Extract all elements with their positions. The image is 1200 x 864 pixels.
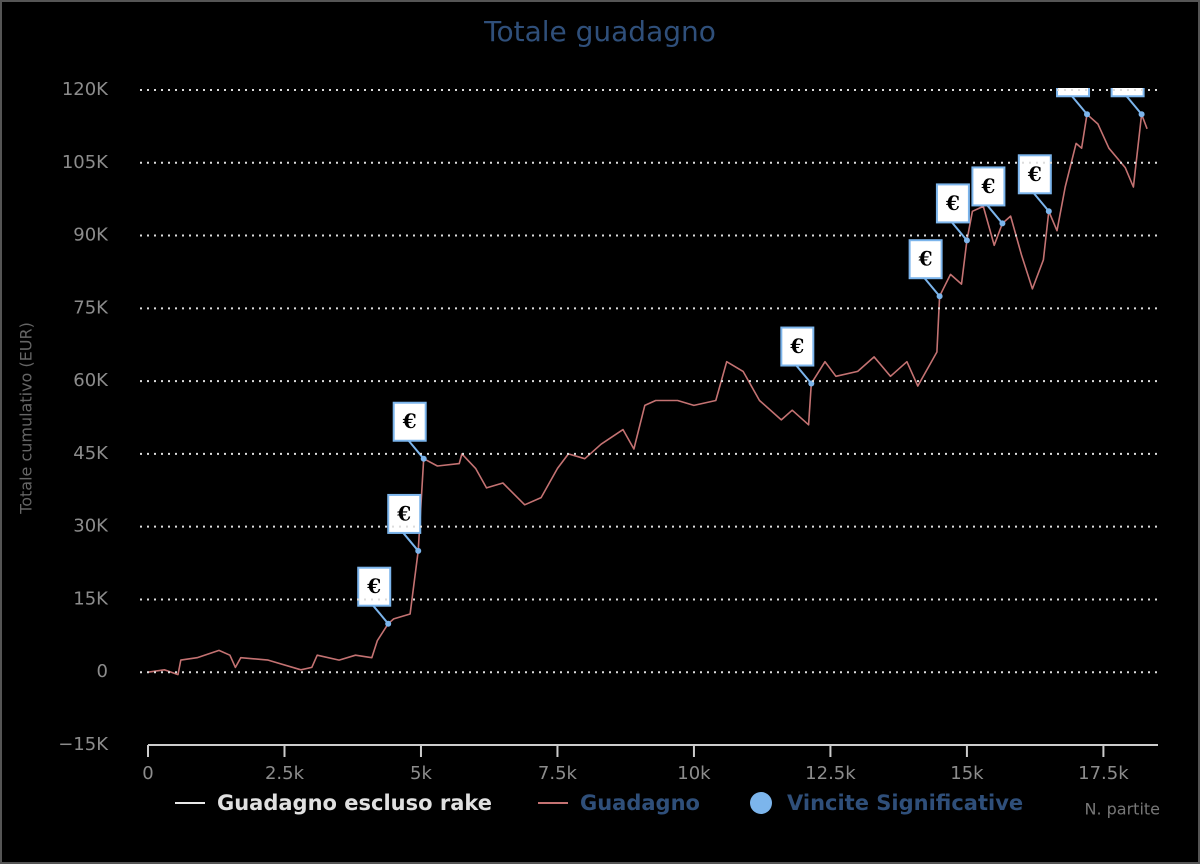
flag bbox=[357, 566, 392, 607]
y-tick-label: 105K bbox=[62, 152, 109, 173]
flag-label: € bbox=[789, 334, 804, 358]
flag-connector bbox=[1033, 192, 1050, 212]
legend-symbol bbox=[750, 792, 772, 814]
x-tick-label: 15k bbox=[950, 763, 984, 784]
flag bbox=[1056, 88, 1091, 98]
legend-label: Guadagno escluso rake bbox=[217, 791, 492, 815]
flag-label: € bbox=[1027, 162, 1042, 186]
flag bbox=[908, 239, 943, 280]
y-tick-label: 60K bbox=[73, 370, 109, 391]
flag-connector bbox=[402, 532, 420, 552]
flag bbox=[392, 401, 427, 442]
flag-label: € bbox=[945, 191, 960, 215]
win-marker bbox=[1084, 111, 1091, 118]
win-marker bbox=[420, 455, 427, 462]
flag-connector bbox=[986, 204, 1004, 225]
legend-label: Guadagno bbox=[580, 791, 700, 815]
flag-connector bbox=[951, 221, 968, 242]
y-tick-label: 75K bbox=[73, 297, 109, 318]
x-axis-title: N. partite bbox=[1084, 800, 1160, 819]
flag-connector bbox=[1125, 95, 1143, 115]
flag-label: € bbox=[402, 409, 417, 433]
win-marker bbox=[936, 293, 943, 300]
x-tick-label: 2.5k bbox=[265, 763, 305, 784]
x-tick-label: 10k bbox=[677, 763, 711, 784]
flag-label: € bbox=[1120, 65, 1135, 89]
flag-label: € bbox=[366, 574, 381, 598]
flag-label: € bbox=[980, 174, 995, 198]
y-tick-label: 90K bbox=[73, 225, 109, 246]
win-marker bbox=[999, 220, 1006, 227]
x-tick-label: 5k bbox=[410, 763, 432, 784]
x-tick-label: 0 bbox=[142, 763, 153, 784]
flag-label: € bbox=[918, 247, 933, 271]
y-tick-label: 45K bbox=[73, 443, 109, 464]
x-tick-label: 17.5k bbox=[1078, 763, 1129, 784]
flag bbox=[780, 326, 815, 367]
flag-connector bbox=[1071, 95, 1088, 115]
flag-label: € bbox=[396, 501, 411, 525]
win-marker bbox=[415, 547, 422, 554]
legend-label: Vincite Significative bbox=[787, 791, 1023, 815]
x-tick-label: 7.5k bbox=[538, 763, 578, 784]
flag-connector bbox=[372, 605, 389, 625]
y-tick-label: 0 bbox=[97, 661, 108, 682]
win-marker bbox=[1138, 111, 1145, 118]
flag-connector bbox=[923, 277, 941, 297]
flag-connector bbox=[407, 440, 425, 460]
flag bbox=[971, 166, 1006, 207]
x-tick-label: 12.5k bbox=[805, 763, 856, 784]
flag bbox=[1110, 88, 1145, 98]
flag bbox=[1017, 154, 1052, 195]
y-tick-label: 30K bbox=[73, 516, 109, 537]
y-axis-title: Totale cumulativo (EUR) bbox=[17, 322, 36, 515]
win-marker bbox=[963, 237, 970, 244]
series-line bbox=[147, 113, 1148, 676]
win-marker bbox=[1045, 208, 1052, 215]
win-marker bbox=[385, 620, 392, 627]
flag-connector bbox=[795, 364, 813, 385]
chart-title: Totale guadagno bbox=[483, 15, 716, 48]
y-tick-label: 120K bbox=[62, 79, 109, 100]
flag bbox=[935, 183, 970, 224]
flag-label: € bbox=[1065, 65, 1080, 89]
y-tick-label: 15K bbox=[73, 588, 109, 609]
y-tick-label: −15K bbox=[58, 734, 109, 755]
